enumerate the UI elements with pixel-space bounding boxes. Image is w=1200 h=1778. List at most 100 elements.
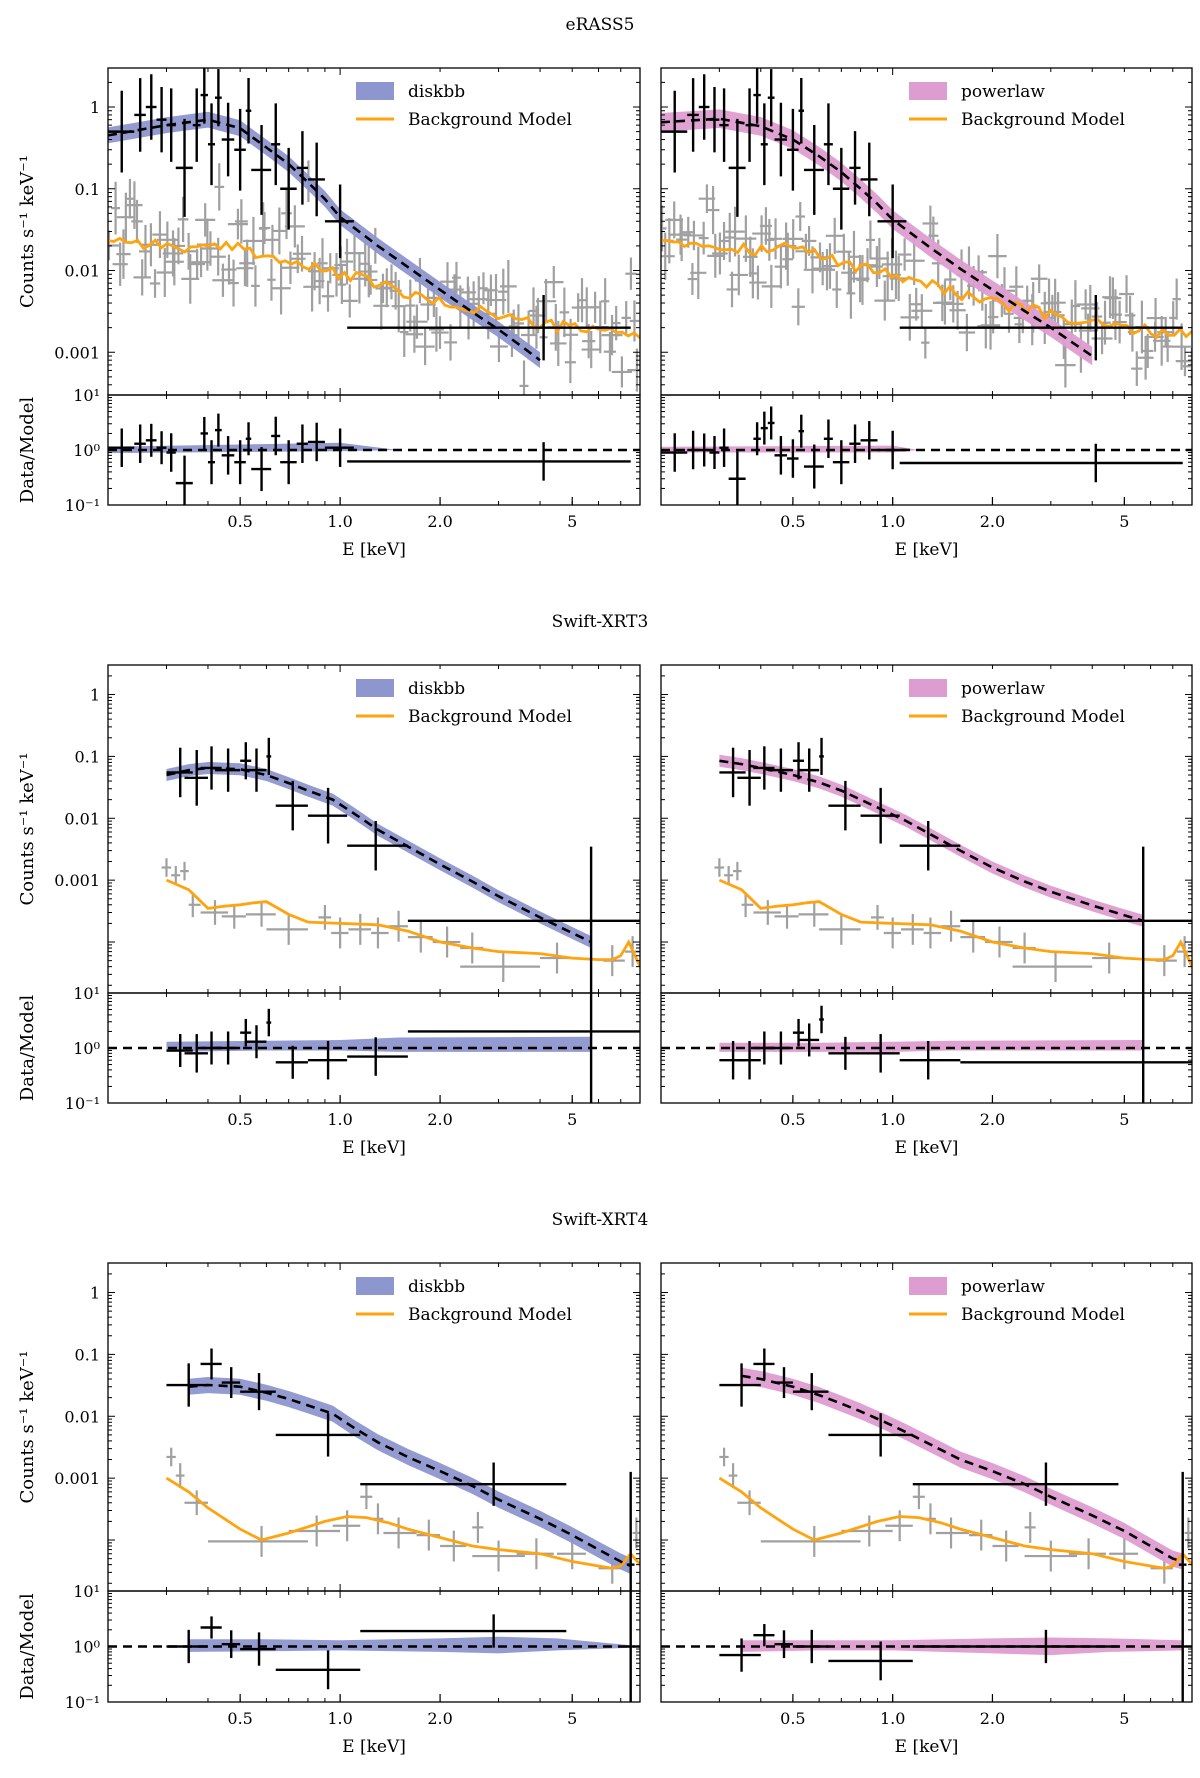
- y-tick-label: 1: [90, 686, 100, 705]
- ratio-area: [108, 993, 640, 1103]
- legend-band-swatch: [909, 679, 947, 697]
- ratio-axis-label: Data/Model: [17, 397, 38, 504]
- source-data: [719, 737, 1192, 993]
- y-tick-label: 1: [90, 98, 100, 117]
- y-tick-label: 1: [90, 1284, 100, 1303]
- ratio-tick-label: 10⁰: [73, 1638, 100, 1657]
- model-line: [166, 766, 592, 944]
- legend-background-label: Background Model: [408, 707, 572, 727]
- ratio-data: [661, 406, 1183, 505]
- background-model-line: [718, 878, 1192, 968]
- y-axis-label: Counts s⁻¹ keV⁻¹: [17, 155, 38, 308]
- panel-diskbb: 1 0.1 0.01 0.001 diskbb Background Model 10¹ 10…: [54, 67, 641, 560]
- legend-band-swatch: [356, 679, 394, 697]
- x-tick-label: 5: [567, 1110, 577, 1129]
- row-swift-xrt3: Swift-XRT3 1 0.1 0.01 0.001 diskbb Background …: [17, 612, 1193, 1158]
- x-tick-label: 5: [1119, 1709, 1129, 1728]
- y-tick-label: 0.001: [54, 343, 100, 362]
- legend-background-label: Background Model: [961, 1305, 1125, 1325]
- legend-background-label: Background Model: [961, 707, 1125, 727]
- background-data: [166, 1447, 640, 1584]
- ratio-tick-label: 10⁻¹: [65, 1693, 100, 1712]
- ratio-tick-label: 10¹: [73, 984, 100, 1003]
- x-tick-label: 1.0: [880, 1709, 905, 1728]
- panel-powerlaw: powerlaw Background Model 0.5 1.0 2.0 5 E [keV…: [660, 67, 1193, 560]
- y-tick-label: 0.01: [64, 262, 100, 281]
- model-line: [661, 117, 1093, 358]
- x-tick-label: 1.0: [880, 512, 905, 531]
- model-line: [741, 1374, 1184, 1563]
- legend-band-swatch: [356, 82, 394, 100]
- background-model-line: [718, 1476, 1192, 1570]
- background-model-line: [165, 1476, 640, 1570]
- x-tick-label: 1.0: [327, 512, 352, 531]
- model-line: [188, 1383, 632, 1568]
- ratio-area: [108, 1591, 640, 1702]
- x-tick-label: 0.5: [780, 1709, 805, 1728]
- legend-background-label: Background Model: [408, 1305, 572, 1325]
- legend-model-label: diskbb: [408, 1277, 465, 1297]
- y-tick-label: 0.001: [54, 1469, 100, 1488]
- x-tick-label: 2.0: [427, 1110, 452, 1129]
- spectrum-area: [165, 1348, 640, 1591]
- legend-model-label: diskbb: [408, 679, 465, 699]
- panel-powerlaw: powerlaw Background Model 0.5 1.0 2.0 5 E [keV…: [660, 1262, 1193, 1757]
- background-model-line: [108, 236, 640, 339]
- ratio-area: [108, 413, 640, 505]
- x-axis-label: E [keV]: [895, 1737, 959, 1757]
- ratio-data: [166, 1591, 635, 1702]
- legend-background-label: Background Model: [961, 110, 1125, 130]
- ratio-axis-label: Data/Model: [17, 995, 38, 1102]
- background-model-line: [165, 878, 640, 968]
- y-axis-label: Counts s⁻¹ keV⁻¹: [17, 753, 38, 906]
- x-tick-label: 0.5: [780, 1110, 805, 1129]
- panel-powerlaw: powerlaw Background Model 0.5 1.0 2.0 5 E [keV…: [660, 664, 1193, 1158]
- ratio-tick-label: 10¹: [73, 1582, 100, 1601]
- spectrum-area: [714, 737, 1192, 993]
- model-line: [719, 759, 1144, 923]
- ratio-data: [108, 413, 631, 505]
- spectrum-area: [661, 68, 1192, 388]
- x-tick-label: 2.0: [980, 1110, 1005, 1129]
- y-axis-label: Counts s⁻¹ keV⁻¹: [17, 1351, 38, 1504]
- legend-model-label: powerlaw: [961, 679, 1045, 699]
- ratio-tick-label: 10⁰: [73, 441, 100, 460]
- source-data: [166, 1348, 635, 1591]
- model-line: [108, 118, 541, 362]
- x-tick-label: 1.0: [327, 1709, 352, 1728]
- spectrum-area: [161, 737, 640, 993]
- legend-band-swatch: [909, 82, 947, 100]
- row-erass5: eRASS5 1 0.1 0.01 0.001 diskbb Background Mode…: [17, 15, 1193, 560]
- x-tick-label: 2.0: [427, 1709, 452, 1728]
- ratio-area: [661, 1591, 1192, 1702]
- ratio-band: [719, 1040, 1144, 1052]
- spectrum-area: [108, 68, 640, 395]
- y-tick-label: 0.1: [75, 747, 100, 766]
- x-tick-label: 2.0: [980, 1709, 1005, 1728]
- ratio-area: [661, 406, 1192, 505]
- legend-model-label: powerlaw: [961, 82, 1045, 102]
- x-axis-label: E [keV]: [342, 540, 406, 560]
- x-axis-label: E [keV]: [895, 540, 959, 560]
- x-tick-label: 0.5: [227, 512, 252, 531]
- x-tick-label: 0.5: [227, 1110, 252, 1129]
- legend-band-swatch: [356, 1277, 394, 1295]
- x-tick-label: 5: [567, 1709, 577, 1728]
- ratio-band: [108, 442, 640, 454]
- source-data: [661, 68, 1183, 361]
- row-title: Swift-XRT4: [552, 1210, 649, 1230]
- ratio-tick-label: 10⁻¹: [65, 496, 100, 515]
- panel-diskbb: 1 0.1 0.01 0.001 diskbb Background Model 10¹ 10…: [54, 1262, 641, 1757]
- y-tick-label: 0.01: [64, 809, 100, 828]
- x-tick-label: 5: [1119, 512, 1129, 531]
- y-tick-label: 0.1: [75, 180, 100, 199]
- x-tick-label: 1.0: [880, 1110, 905, 1129]
- ratio-band: [166, 1036, 592, 1052]
- ratio-band: [188, 1636, 631, 1654]
- ratio-area: [661, 993, 1192, 1103]
- y-tick-label: 0.001: [54, 871, 100, 890]
- background-model-line: [661, 239, 1192, 340]
- ratio-data: [719, 993, 1192, 1103]
- x-tick-label: 2.0: [427, 512, 452, 531]
